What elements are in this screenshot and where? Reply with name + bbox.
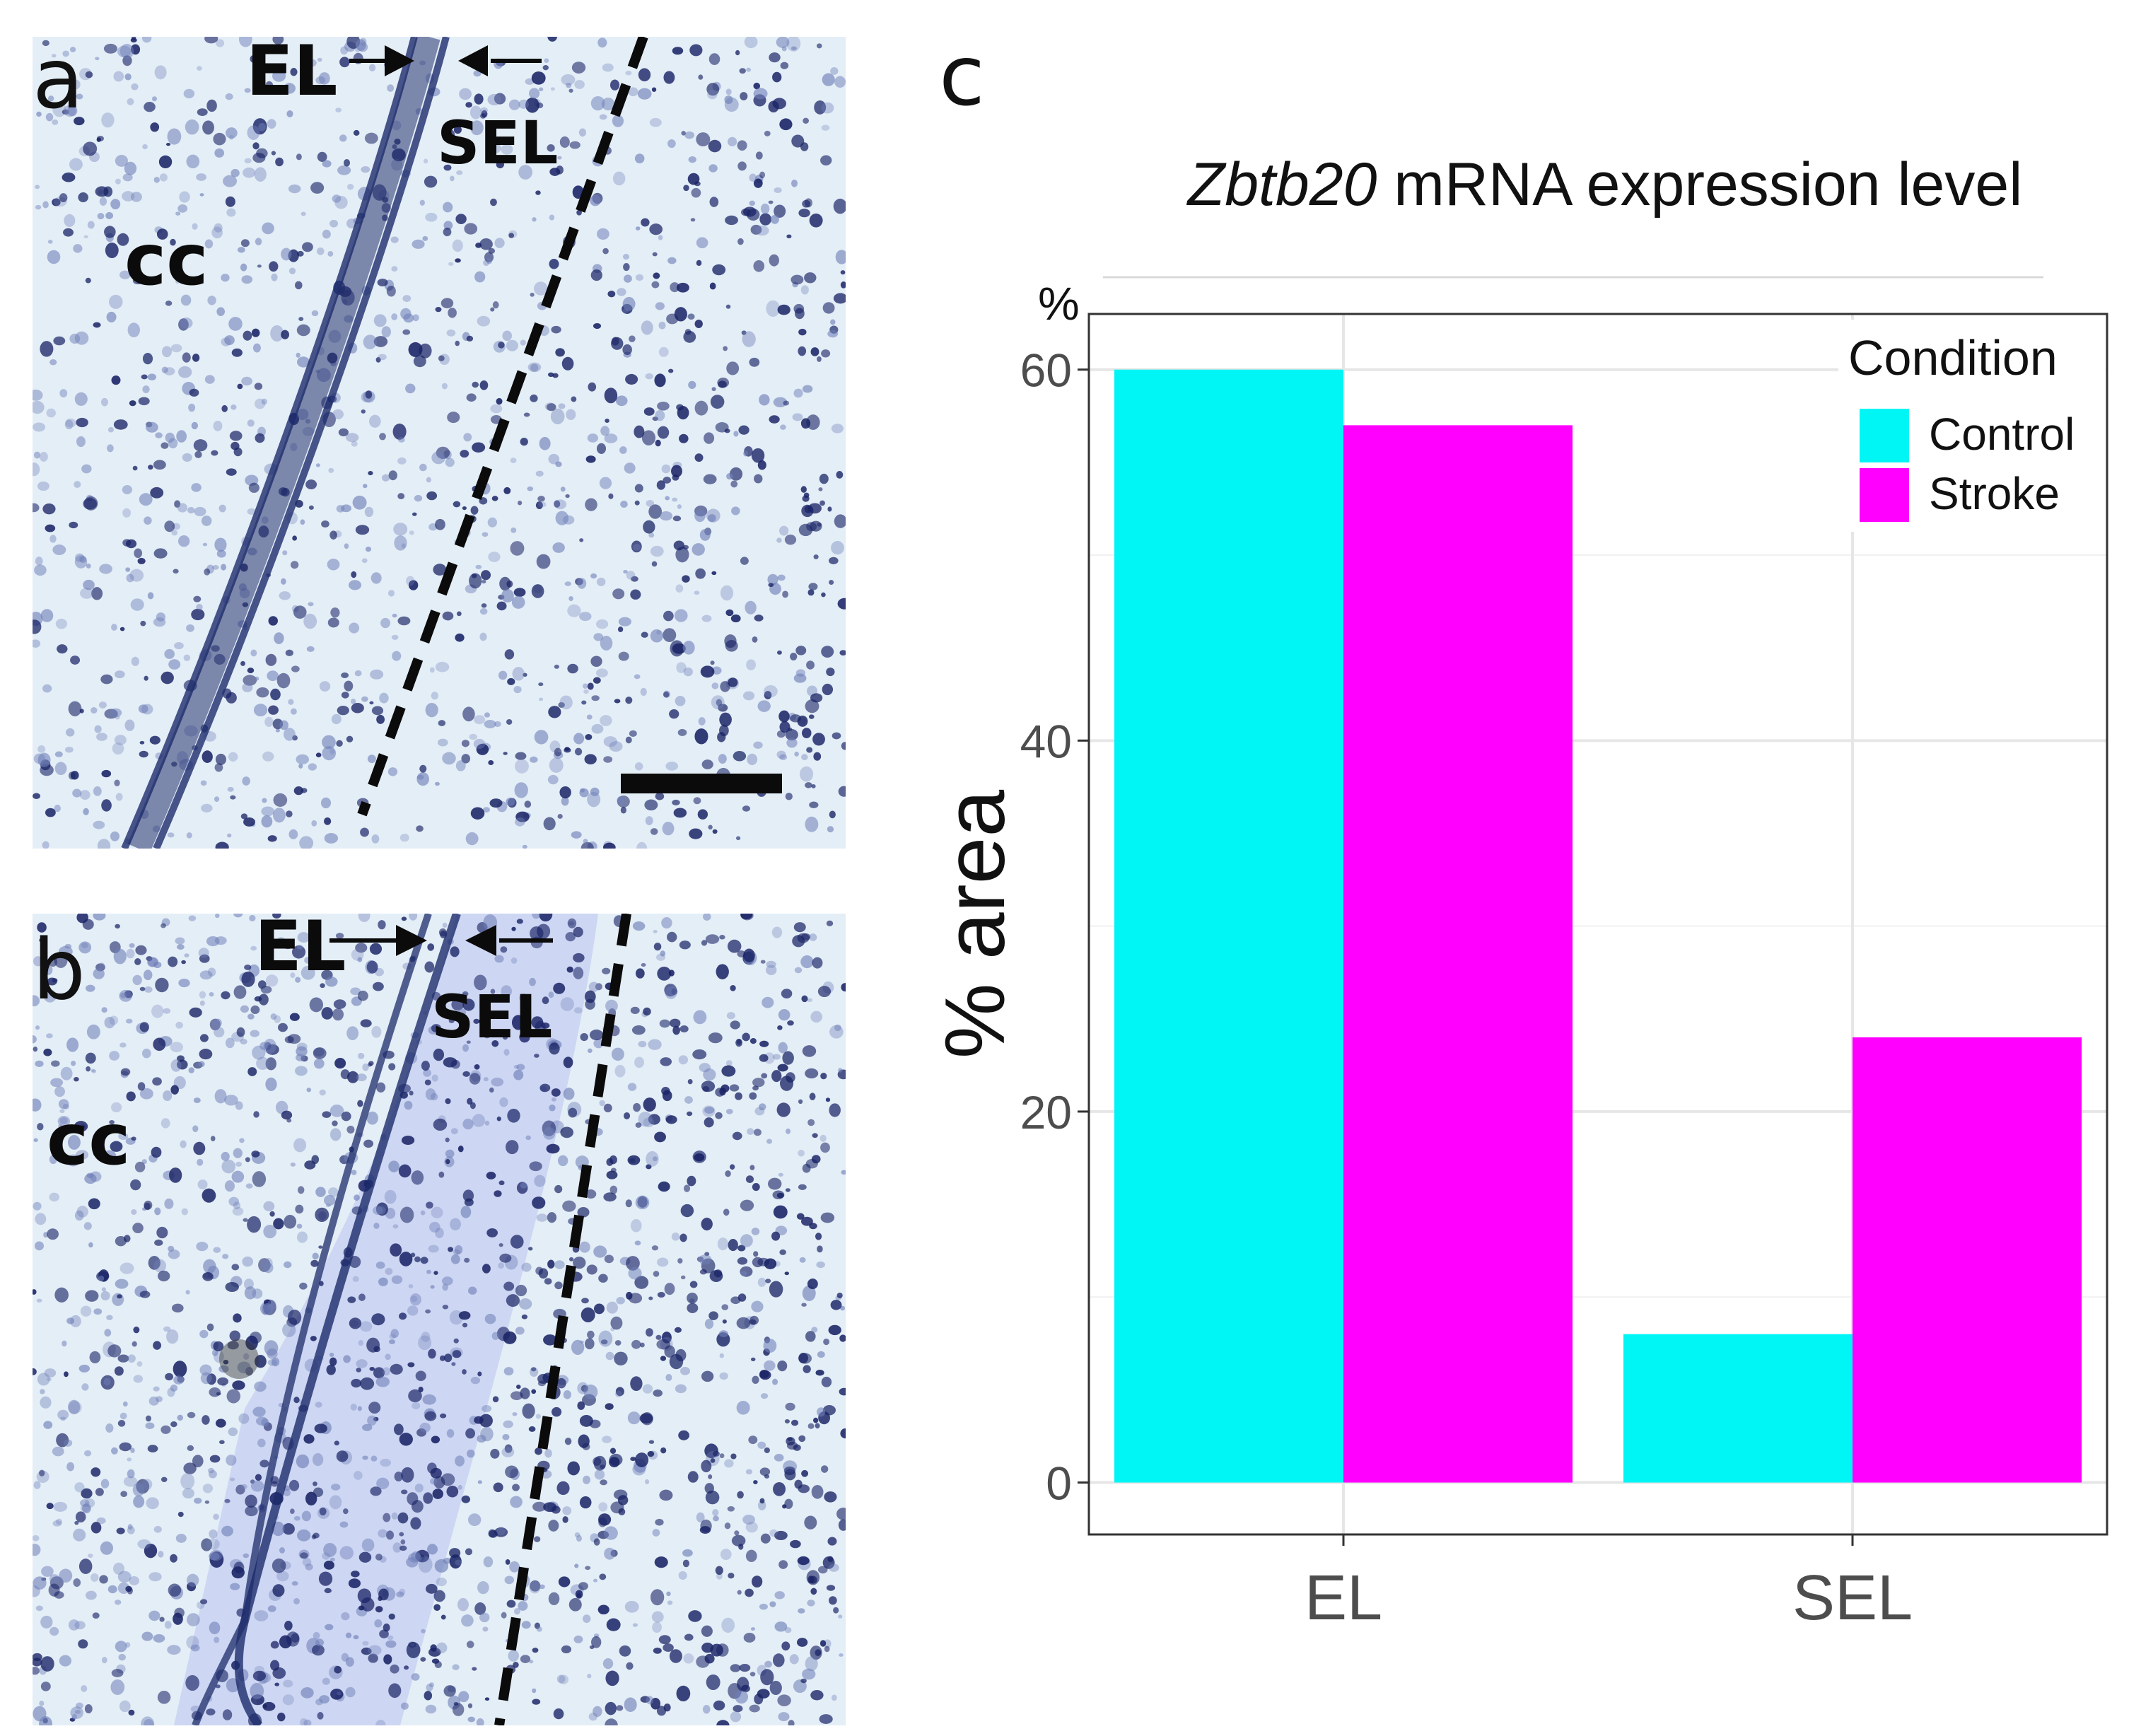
legend-label-stroke: Stroke <box>1929 468 2060 519</box>
panel-a-letter-overlay: a <box>33 30 84 127</box>
y-unit-label: % <box>1038 277 1080 330</box>
panel-a-el-label: EL <box>246 31 338 112</box>
chart-title: Zbtb20 mRNA expression level <box>1186 151 2023 219</box>
y-tick-label: 60 <box>1020 344 1072 397</box>
bar-control-sel <box>1623 1334 1853 1483</box>
x-tick-label-sel: SEL <box>1792 1563 1913 1633</box>
panel-b-el-label: EL <box>255 907 346 987</box>
x-tick-label-el: EL <box>1305 1563 1382 1633</box>
plot-border <box>1087 313 2108 1536</box>
y-tick-label: 20 <box>1020 1086 1072 1138</box>
micrograph-b <box>33 914 846 1725</box>
panel-b-sel-label: SEL <box>431 982 553 1051</box>
bar-stroke-sel <box>1853 1037 2082 1483</box>
panel-b-letter: b <box>33 921 86 1018</box>
bar-stroke-el <box>1343 425 1573 1483</box>
micrograph-a <box>33 37 846 849</box>
panel-c-letter: c <box>939 27 985 124</box>
y-axis-title: % area <box>928 790 1022 1059</box>
y-tick-label: 0 <box>1046 1457 1072 1510</box>
legend-title: Condition <box>1848 330 2058 385</box>
panel-b-cc-label: cc <box>47 1098 131 1181</box>
panel-a-cc-label: cc <box>124 219 209 301</box>
y-tick-label: 40 <box>1020 715 1072 767</box>
legend-swatch-control <box>1860 409 1909 462</box>
bar-control-el <box>1114 369 1343 1483</box>
panel-a-sel-label: SEL <box>437 108 559 177</box>
legend-swatch-stroke <box>1860 468 1909 522</box>
bar-chart: Zbtb20 mRNA expression level 0 20 40 60% EL SE… <box>928 151 2108 1633</box>
legend-label-control: Control <box>1929 409 2075 460</box>
